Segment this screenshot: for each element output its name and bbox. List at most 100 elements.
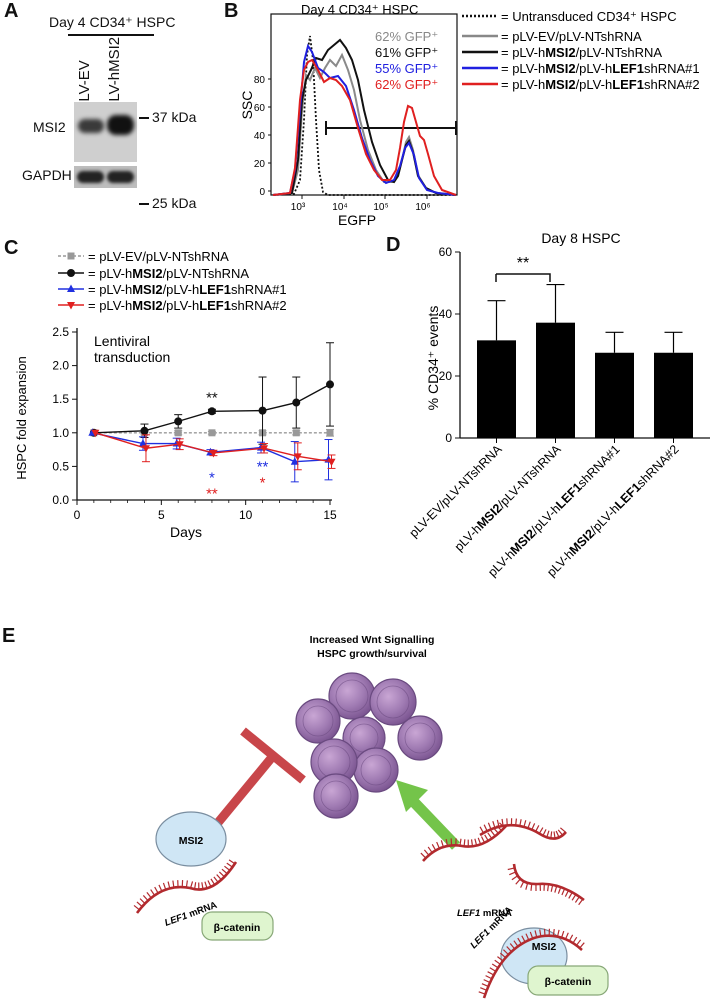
mrna-base bbox=[515, 878, 521, 885]
mrna-base bbox=[445, 838, 449, 847]
mrna-base bbox=[509, 871, 517, 876]
mrna-base bbox=[481, 983, 489, 987]
mrna-base bbox=[555, 830, 560, 838]
b-ytick-label: 60 bbox=[254, 103, 266, 114]
panel-d-x-labels: pLV-EV/pLV-NTshRNApLV-hMSI2/pLV-NTshRNAp… bbox=[407, 442, 682, 580]
mrna-base bbox=[218, 871, 225, 878]
d-ytick-label: 40 bbox=[439, 307, 453, 321]
mrna-base bbox=[489, 967, 497, 972]
mrna-base bbox=[228, 859, 236, 865]
c-xtick-label: 5 bbox=[158, 508, 165, 522]
mrna-base bbox=[463, 839, 466, 847]
marker-tick-25 bbox=[139, 203, 149, 205]
c-point bbox=[292, 429, 300, 437]
mrna-base bbox=[515, 818, 518, 826]
mrna-base bbox=[459, 838, 462, 846]
b-legend-pct: 62% GFP⁺ bbox=[375, 77, 438, 92]
mrna-base bbox=[146, 892, 152, 899]
row-label-gapdh: GAPDH bbox=[22, 167, 72, 183]
mrna-base bbox=[204, 881, 208, 889]
panel-a-title: Day 4 CD34⁺ HSPC bbox=[49, 14, 176, 30]
marker-tick-37 bbox=[139, 117, 149, 119]
mrna-base bbox=[511, 875, 519, 881]
mrna-base bbox=[552, 928, 555, 937]
mrna-base bbox=[525, 882, 529, 890]
mrna-base bbox=[172, 880, 175, 888]
mrna-base bbox=[483, 824, 488, 832]
panel-c-series bbox=[88, 342, 336, 483]
panel-c-line-chart: = pLV-EV/pLV-NTshRNA = pLV-hMSI2/pLV-NTsh… bbox=[14, 249, 337, 540]
mrna-base bbox=[431, 844, 437, 851]
mrna-base bbox=[133, 904, 140, 911]
b-xtick-label: 10⁴ bbox=[332, 202, 347, 213]
mrna-base bbox=[520, 881, 525, 888]
mrna-base bbox=[568, 892, 573, 899]
mrna-base bbox=[189, 881, 194, 889]
histogram-lef1shrna-1 bbox=[272, 43, 457, 196]
mrna-base bbox=[527, 821, 531, 829]
hspc-growth-title: HSPC growth/survival bbox=[317, 648, 427, 660]
b-legend-pct: 61% GFP⁺ bbox=[375, 45, 438, 60]
mrna-base bbox=[474, 838, 478, 846]
mrna-base bbox=[568, 934, 574, 942]
mrna-base bbox=[542, 829, 547, 836]
sig-black-day8: ** bbox=[206, 389, 218, 406]
mrna-base bbox=[499, 952, 506, 959]
c-point bbox=[326, 429, 334, 437]
mrna-base bbox=[554, 885, 558, 893]
c-ytick-label: 2.0 bbox=[52, 359, 69, 373]
panel-label-a: A bbox=[4, 0, 19, 22]
mrna-base bbox=[479, 826, 484, 834]
mrna-base bbox=[564, 890, 570, 897]
c-point bbox=[207, 407, 216, 416]
mrna-base bbox=[480, 987, 487, 991]
western-blot-gapdh bbox=[74, 166, 137, 188]
mrna-base bbox=[564, 932, 569, 940]
b-xtick-label: 10⁶ bbox=[415, 202, 430, 213]
mrna-base bbox=[571, 894, 577, 901]
lef1-mrna-label-right: LEF1 mRNA bbox=[457, 908, 512, 919]
b-legend-label: = pLV-hMSI2/pLV-NTshRNA bbox=[501, 45, 662, 60]
panel-d-bar-chart: Day 8 HSPC % CD34⁺ events 0 20 40 60 pLV-EV… bbox=[407, 230, 710, 580]
c-point bbox=[208, 429, 216, 437]
d-bar bbox=[595, 352, 634, 438]
activation-arrow bbox=[396, 780, 460, 850]
lef1-mrna-complex bbox=[478, 928, 585, 999]
mrna-base bbox=[162, 882, 167, 890]
mrna-base bbox=[194, 882, 197, 890]
b-legend-label: = pLV-EV/pLV-NTshRNA bbox=[501, 29, 642, 44]
c-series-2 bbox=[89, 342, 334, 445]
mrna-base bbox=[556, 929, 560, 937]
mrna-base bbox=[487, 971, 495, 976]
mrna-base bbox=[525, 933, 530, 941]
c-legend-label: = pLV-hMSI2/pLV-hLEF1shRNA#2 bbox=[88, 298, 287, 313]
d-xtick-label: pLV-hMSI2/pLV-NTshRNA bbox=[452, 442, 564, 554]
mrna-base bbox=[185, 880, 188, 888]
mrna-strand bbox=[422, 825, 507, 862]
panel-c-axes: 0.0 0.5 1.0 1.5 2.0 2.5 0 5 10 15 bbox=[52, 325, 337, 522]
panel-c-xlabel: Days bbox=[170, 524, 202, 540]
band-gapdh-hmsi2 bbox=[107, 171, 134, 183]
b-ytick-label: 0 bbox=[259, 187, 265, 198]
msi2-label-right: MSI2 bbox=[532, 941, 557, 953]
panel-b-y-ticks: 0 20 40 60 80 bbox=[254, 75, 271, 198]
c-legend-marker bbox=[67, 302, 75, 310]
mrna-base bbox=[484, 834, 489, 842]
row-label-msi2: MSI2 bbox=[33, 119, 66, 135]
mrna-strand bbox=[512, 863, 585, 902]
c-legend-label: = pLV-EV/pLV-NTshRNA bbox=[88, 249, 229, 264]
mrna-base bbox=[550, 831, 553, 839]
d-ytick-label: 0 bbox=[445, 431, 452, 445]
mrna-strand bbox=[135, 861, 238, 914]
western-blot-msi2 bbox=[74, 102, 137, 162]
histogram-lef1shrna-2 bbox=[272, 58, 457, 196]
mrna-base bbox=[487, 822, 492, 830]
panel-label-c: C bbox=[4, 237, 19, 259]
mrna-base bbox=[550, 884, 554, 892]
mrna-base bbox=[531, 823, 536, 831]
panel-d-title: Day 8 HSPC bbox=[541, 230, 620, 246]
beta-catenin-right bbox=[527, 965, 609, 996]
panel-d-significance: ** bbox=[495, 255, 551, 282]
c-point bbox=[175, 441, 184, 449]
